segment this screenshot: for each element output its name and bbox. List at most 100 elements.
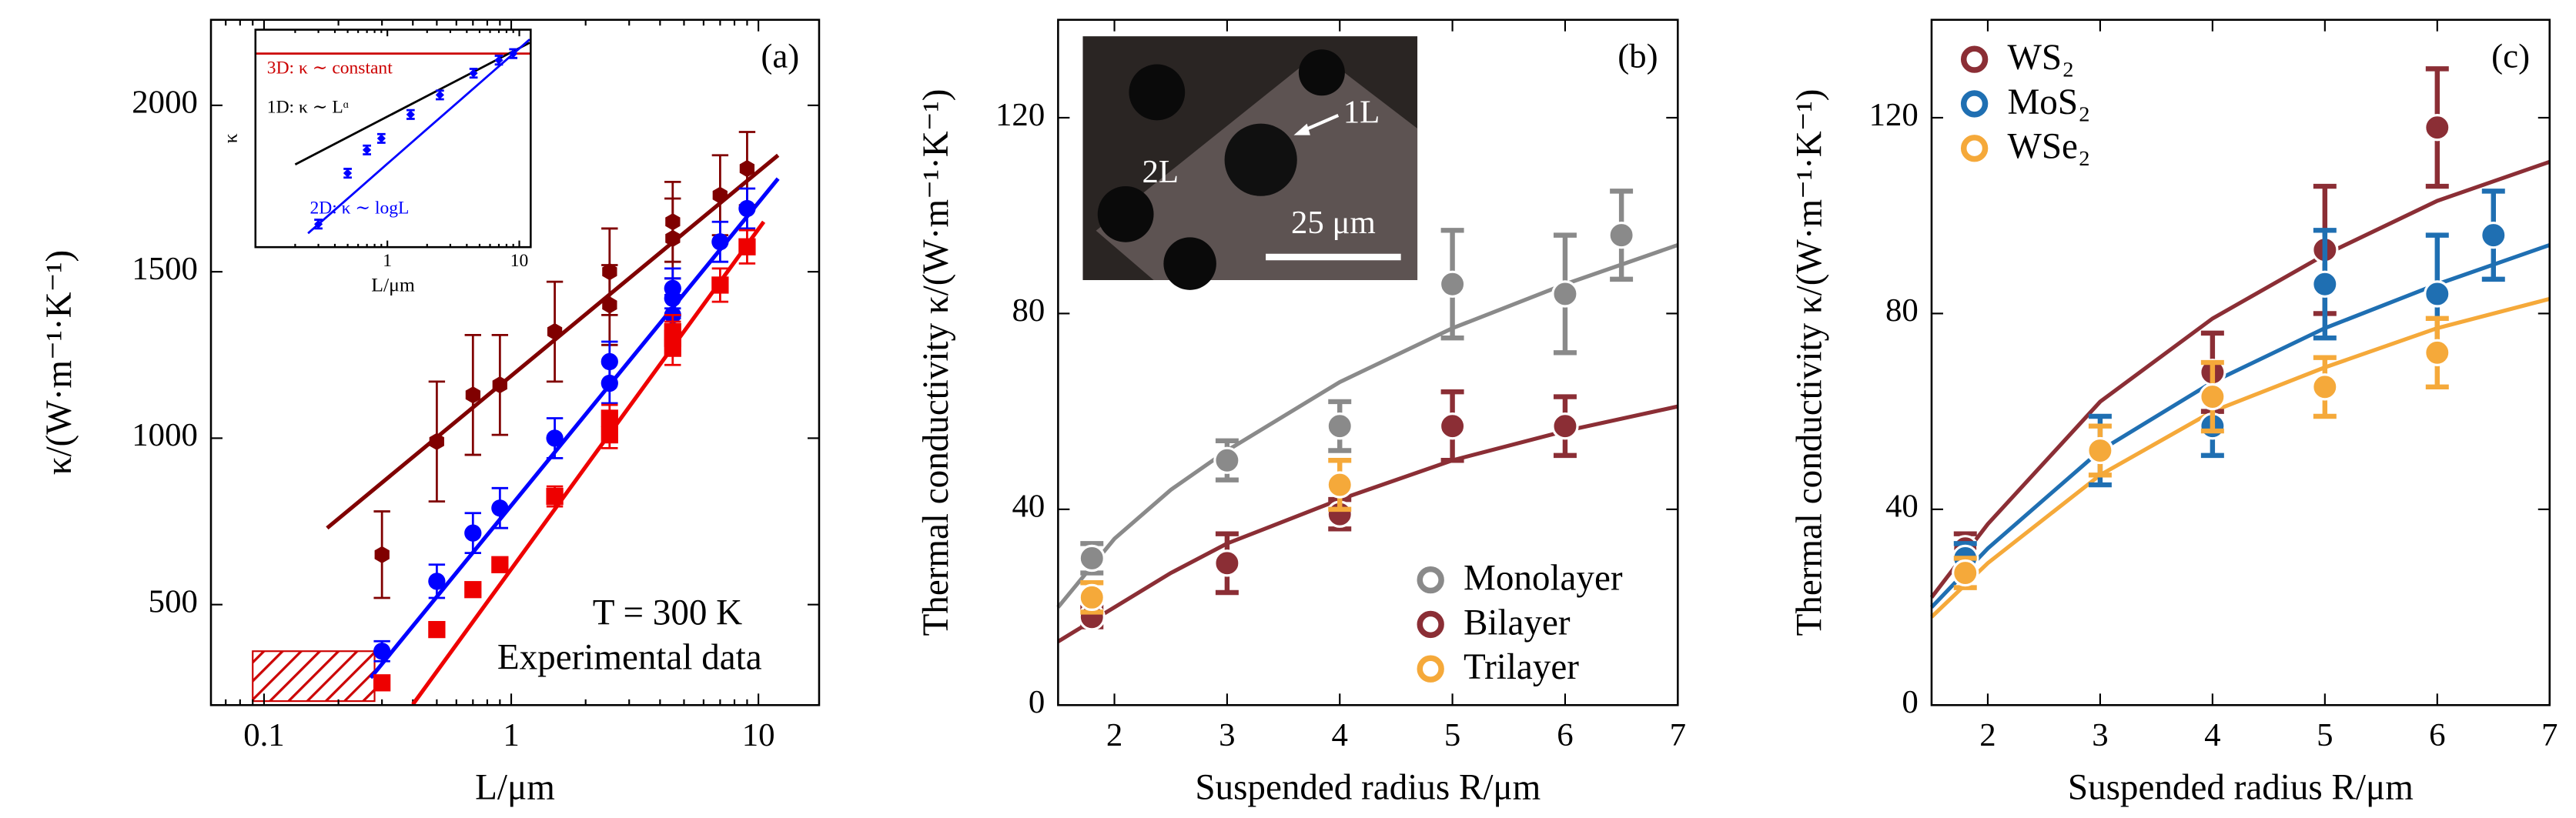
arrow-head — [1293, 123, 1310, 135]
hole — [1163, 237, 1216, 290]
marker — [428, 620, 446, 639]
x-tick-label: 3 — [2092, 717, 2108, 753]
plot-frame — [1057, 18, 1679, 706]
marker — [2424, 339, 2451, 366]
panel-label: (a) — [761, 36, 799, 75]
panel: 2 3 4 5 6 7 0 40 80 120 (c) Suspended radius R/μm Th… — [1790, 18, 2558, 807]
plot-frame — [254, 28, 532, 249]
panel: 2 3 4 5 6 7 0 40 80 120 (b) Suspended radius R/μm Th… — [916, 18, 1686, 807]
annotation: 2D: κ ∼ logL — [309, 198, 409, 218]
marker — [1213, 446, 1241, 474]
y-tick-label: 1500 — [132, 251, 198, 287]
plot-frame — [209, 18, 821, 706]
fit-line — [369, 177, 780, 679]
x-tick-label: 10 — [510, 251, 529, 271]
marker — [1952, 559, 1979, 587]
legend-label: WSe₂ — [2007, 127, 2090, 167]
plot-frame — [1930, 18, 2551, 706]
y-tick-label: 40 — [1885, 489, 1919, 525]
annotation: T = 300 K — [593, 593, 742, 633]
fit-line — [294, 42, 530, 165]
marker — [664, 279, 681, 297]
fit-line — [1056, 242, 1679, 609]
x-tick-label: 5 — [1444, 717, 1460, 753]
annotation: 3D: κ ∼ constant — [267, 58, 393, 78]
marker — [429, 432, 444, 450]
y-axis-label: κ — [219, 133, 242, 143]
marker — [546, 487, 564, 506]
fit-line — [326, 153, 780, 530]
legend-label: Monolayer — [1464, 559, 1623, 599]
legend-marker — [1417, 566, 1444, 594]
inset-label: 1L — [1343, 95, 1380, 131]
y-tick-label: 40 — [1012, 489, 1045, 525]
marker — [428, 573, 446, 590]
annotation: 1D: κ ∼ Lᵅ — [267, 98, 349, 118]
marker — [601, 374, 618, 392]
marker — [2086, 436, 2114, 465]
marker — [373, 674, 391, 692]
legend-label: Trilayer — [1464, 647, 1579, 687]
y-tick-label: 80 — [1012, 292, 1045, 329]
marker — [547, 322, 563, 341]
x-tick-label: 4 — [1332, 717, 1348, 753]
photo-inset: 1L 2L 25 μm — [1082, 36, 1418, 290]
marker — [739, 159, 755, 178]
fit-line — [1930, 242, 2551, 609]
x-tick-label: 6 — [2429, 717, 2445, 753]
marker — [1607, 221, 1635, 249]
marker — [546, 429, 564, 447]
marker — [2311, 373, 2339, 401]
panel-label: (c) — [2491, 36, 2530, 75]
marker — [373, 643, 391, 660]
x-axis-label: Suspended radius R/μm — [2068, 767, 2414, 807]
y-tick-label: 2000 — [132, 85, 198, 121]
legend-marker — [1960, 45, 1989, 73]
legend-marker — [1417, 610, 1444, 639]
panel: 0.1 1 10 500 1000 1500 2000 (a) L/μm κ/(W·m⁻¹·K⁻¹… — [39, 18, 821, 807]
marker — [491, 556, 509, 573]
marker — [362, 145, 372, 155]
marker — [738, 238, 756, 255]
marker — [2311, 270, 2339, 298]
y-tick-label: 0 — [1902, 684, 1918, 720]
marker — [1438, 270, 1467, 298]
fit-line — [1929, 159, 2551, 599]
fit-line — [1057, 404, 1678, 643]
marker — [601, 352, 618, 371]
marker — [665, 213, 681, 231]
legend-label: Bilayer — [1464, 603, 1571, 643]
marker — [711, 276, 729, 294]
hole — [1224, 123, 1297, 196]
marker — [1078, 583, 1106, 612]
marker — [664, 322, 681, 341]
marker — [1551, 412, 1579, 440]
marker — [1551, 280, 1579, 308]
x-tick-label: 2 — [1106, 717, 1122, 753]
annotation: Experimental data — [497, 637, 762, 677]
fit-line — [411, 220, 766, 706]
marker — [509, 49, 518, 58]
hole — [1097, 185, 1154, 242]
x-tick-label: 10 — [742, 717, 775, 753]
x-tick-label: 7 — [2541, 717, 2558, 753]
marker — [464, 524, 482, 542]
marker — [1078, 544, 1106, 573]
x-tick-label: 3 — [1219, 717, 1235, 753]
x-tick-label: 4 — [2204, 717, 2220, 753]
x-tick-label: 5 — [2317, 717, 2333, 753]
x-axis-label: L/μm — [475, 767, 555, 807]
hole — [1129, 64, 1186, 121]
marker — [491, 499, 509, 517]
y-axis-label: Thermal conductivity κ/(W·m⁻¹·K⁻¹) — [916, 89, 956, 636]
marker — [601, 409, 618, 427]
marker — [465, 386, 481, 404]
y-tick-label: 120 — [1869, 97, 1919, 133]
y-tick-label: 500 — [149, 584, 198, 620]
legend-label: MoS₂ — [2007, 82, 2090, 122]
marker — [492, 376, 507, 394]
x-tick-label: 1 — [383, 251, 392, 271]
hole — [1298, 49, 1345, 96]
marker — [2199, 382, 2226, 411]
